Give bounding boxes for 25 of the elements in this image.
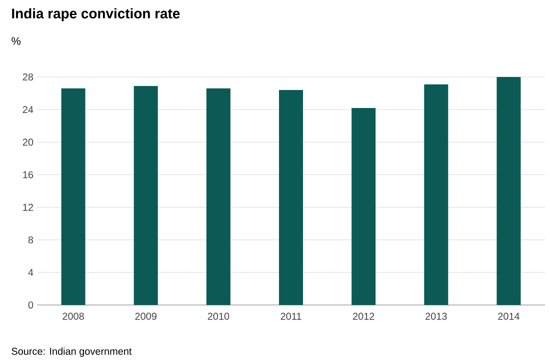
x-tick-label: 2014 — [498, 312, 520, 320]
x-tick-label: 2010 — [208, 312, 230, 320]
chart-title: India rape conviction rate — [12, 8, 180, 22]
y-tick-label: 12 — [23, 204, 33, 211]
y-tick-label: 16 — [23, 171, 34, 178]
x-tick-label: 2012 — [352, 312, 374, 320]
y-tick-label: 20 — [22, 138, 34, 146]
bar — [352, 108, 376, 305]
bar — [279, 90, 303, 305]
x-tick-label: 2008 — [62, 312, 84, 320]
bar — [206, 88, 230, 305]
source-note: Source: Indian government — [12, 348, 132, 357]
y-tick-label: 0 — [28, 301, 34, 309]
x-tick-label: 2009 — [135, 312, 156, 320]
bar — [134, 86, 158, 305]
x-tick-label: 2013 — [426, 312, 447, 320]
y-tick-label: 4 — [28, 268, 34, 276]
bar — [61, 88, 86, 305]
y-axis-title: % — [12, 37, 21, 45]
bar — [424, 84, 448, 305]
bar — [496, 76, 521, 305]
y-tick-label: 24 — [22, 106, 34, 114]
y-tick-label: 8 — [28, 236, 34, 244]
x-tick-label: 2011 — [280, 312, 302, 320]
y-tick-label: 28 — [22, 73, 34, 81]
